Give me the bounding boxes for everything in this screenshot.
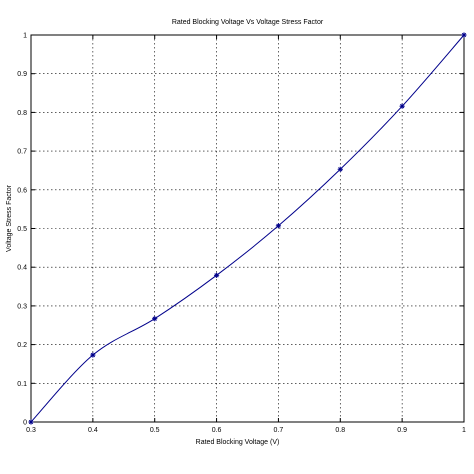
- y-tick-label: 0.4: [17, 265, 27, 272]
- x-tick-label: 0.4: [88, 427, 98, 434]
- data-point-marker: [337, 166, 343, 172]
- data-point-marker: [399, 103, 405, 109]
- y-tick-label: 0.7: [17, 149, 27, 156]
- x-tick-label: 0.7: [274, 427, 284, 434]
- data-point-marker: [275, 223, 282, 229]
- x-tick-labels: 0.3 0.4 0.5 0.6 0.7 0.8 0.9 1: [26, 427, 466, 434]
- y-tick-label: 0.3: [17, 303, 27, 310]
- series-line: [30, 34, 465, 423]
- y-tick-label: 1: [23, 33, 27, 40]
- x-tick-label: 1: [462, 427, 466, 434]
- data-series: [28, 32, 467, 425]
- data-point-marker: [461, 32, 467, 38]
- x-tick-label: 0.6: [212, 427, 222, 434]
- data-point-marker: [90, 352, 96, 358]
- y-axis-title: Voltage Stress Factor: [6, 184, 13, 252]
- y-tick-label: 0: [23, 420, 27, 427]
- y-tick-label: 0.1: [17, 381, 27, 388]
- x-tick-label: 0.5: [150, 427, 160, 434]
- y-tick-label: 0.8: [17, 110, 27, 117]
- data-point-marker: [28, 419, 34, 425]
- y-tick-label: 0.9: [17, 71, 27, 78]
- data-point-marker: [213, 272, 220, 278]
- axis-ticks: [30, 34, 465, 423]
- y-tick-labels: 0 0.1 0.2 0.3 0.4 0.5 0.6 0.7 0.8 0.9 1: [17, 33, 27, 427]
- grid-lines: [31, 35, 464, 422]
- chart-title: Rated Blocking Voltage Vs Voltage Stress…: [172, 19, 324, 26]
- y-tick-label: 0.2: [17, 342, 27, 349]
- x-axis-title: Rated Blocking Voltage (V): [196, 439, 280, 446]
- x-tick-label: 0.9: [397, 427, 407, 434]
- y-tick-label: 0.5: [17, 226, 27, 233]
- x-tick-label: 0.3: [26, 427, 36, 434]
- y-tick-label: 0.6: [17, 187, 27, 194]
- x-tick-label: 0.8: [335, 427, 345, 434]
- data-point-marker: [152, 316, 158, 322]
